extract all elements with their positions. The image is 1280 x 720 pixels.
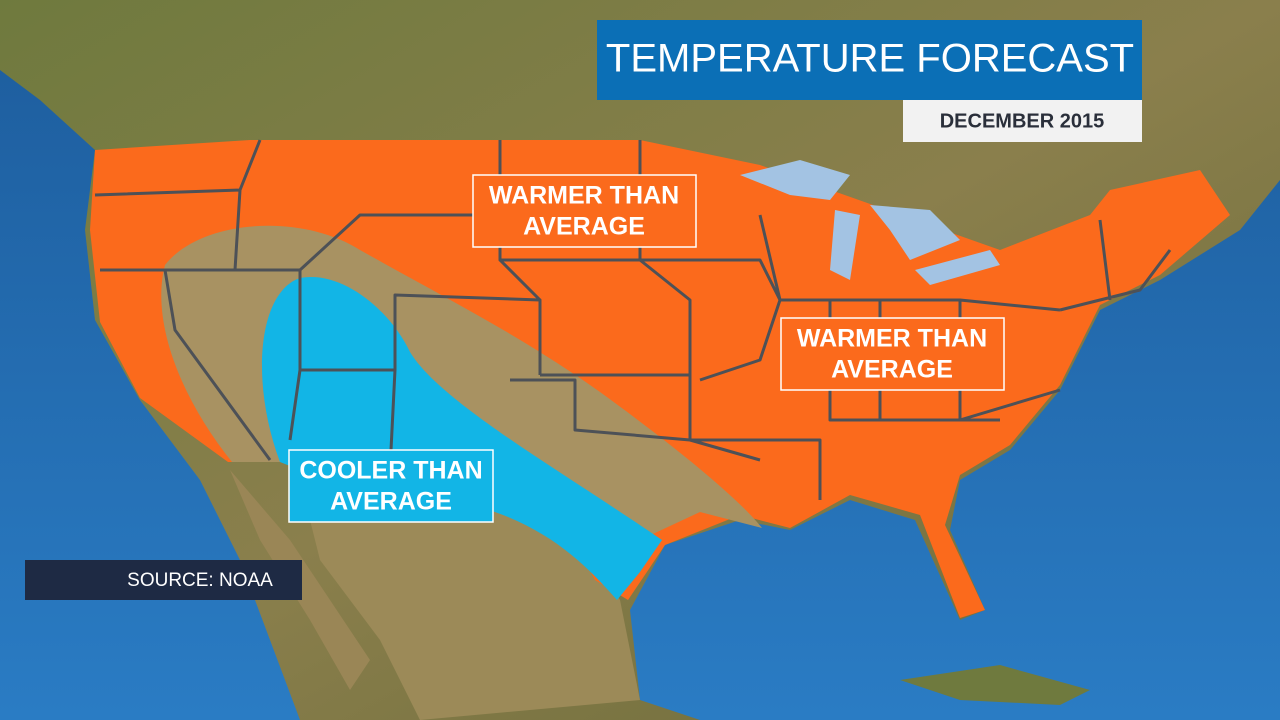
region-label: AVERAGE [523, 213, 645, 241]
source-box [25, 560, 302, 600]
region-label: WARMER THAN [489, 182, 679, 210]
region-label: COOLER THAN [299, 457, 482, 485]
cuba [900, 665, 1090, 705]
label-box [288, 449, 494, 523]
label-box [780, 317, 1005, 391]
great-lakes [740, 160, 1000, 285]
region-label: AVERAGE [330, 488, 452, 516]
cooler-region [261, 276, 662, 600]
region-label: WARMER THAN [797, 325, 987, 353]
label-box [472, 174, 697, 248]
state-borders [94, 139, 1172, 500]
title: TEMPERATURE FORECAST [606, 37, 1134, 81]
region-label: AVERAGE [831, 356, 953, 384]
subtitle: DECEMBER 2015 [940, 110, 1105, 132]
title-box [597, 20, 1142, 100]
source: SOURCE: NOAA [127, 570, 273, 591]
subtitle-box [903, 100, 1142, 142]
